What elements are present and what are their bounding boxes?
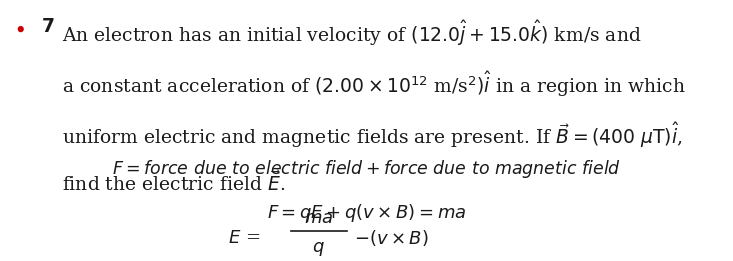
Text: uniform electric and magnetic fields are present. If $\vec{B} = (400\ \mu\mathrm: uniform electric and magnetic fields are… [62,120,683,150]
Text: $\mathbf{7}$: $\mathbf{7}$ [41,18,54,36]
Text: $\bullet$: $\bullet$ [13,18,25,38]
Text: $\mathit{ma}$: $\mathit{ma}$ [304,209,334,227]
Text: $\mathit{E}$ =: $\mathit{E}$ = [228,229,260,246]
Text: find the electric field $\vec{E}$.: find the electric field $\vec{E}$. [62,171,286,195]
Text: $\mathit{q}$: $\mathit{q}$ [312,240,325,258]
Text: $\mathit{F = force\ due\ to\ electric\ field + force\ due\ to\ magnetic\ field}$: $\mathit{F = force\ due\ to\ electric\ f… [112,158,621,180]
Text: a constant acceleration of $(2.00 \times 10^{12}$ m/s$^{2})\hat{i}$ in a region : a constant acceleration of $(2.00 \times… [62,69,686,99]
Text: $\mathit{-(v \times B)}$: $\mathit{-(v \times B)}$ [354,228,429,247]
Text: $\mathit{F = qE + q(v \times B) = ma}$: $\mathit{F = qE + q(v \times B) = ma}$ [267,202,466,224]
Text: An electron has an initial velocity of $(12.0\hat{j} + 15.0\hat{k})$ km/s and: An electron has an initial velocity of $… [62,18,642,48]
